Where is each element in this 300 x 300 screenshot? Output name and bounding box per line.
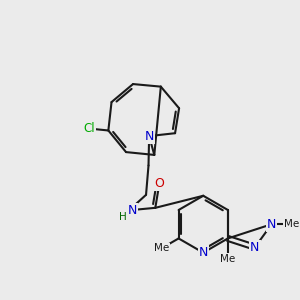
Text: Cl: Cl bbox=[83, 122, 95, 135]
Text: N: N bbox=[267, 218, 276, 231]
Text: N: N bbox=[128, 204, 137, 217]
Text: N: N bbox=[250, 241, 260, 254]
Text: O: O bbox=[154, 177, 164, 190]
Text: N: N bbox=[199, 246, 208, 259]
Text: Me: Me bbox=[284, 219, 299, 229]
Text: Me: Me bbox=[220, 254, 236, 263]
Text: Me: Me bbox=[154, 244, 169, 254]
Text: N: N bbox=[144, 130, 154, 142]
Text: H: H bbox=[119, 212, 127, 222]
